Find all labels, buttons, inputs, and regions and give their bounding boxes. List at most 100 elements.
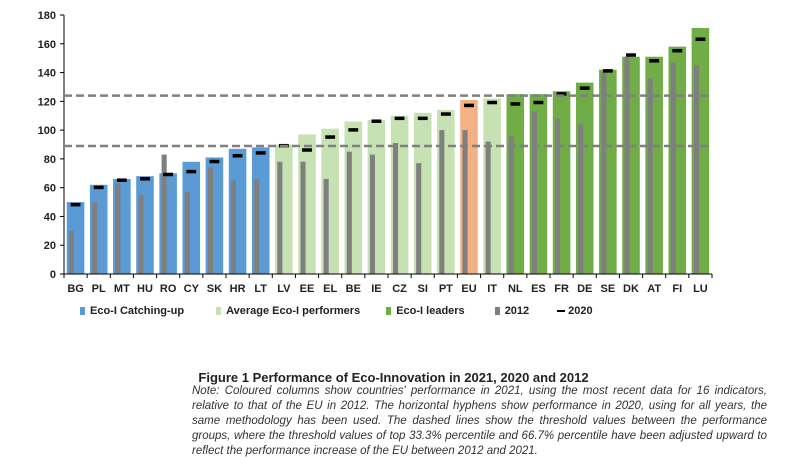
y-tick-label-140: 140	[38, 68, 56, 80]
x-tick-label-LU: LU	[693, 283, 708, 295]
marker-2020-EL	[325, 135, 336, 139]
x-tick-label-PT: PT	[439, 283, 453, 295]
figure-note: Note: Coloured columns show countries' p…	[192, 385, 767, 457]
bar-2012-PT	[439, 130, 445, 274]
bar-2012-DE	[578, 124, 584, 274]
marker-2020-PT	[440, 112, 451, 116]
y-tick-label-20: 20	[44, 240, 56, 252]
x-tick-label-LV: LV	[277, 283, 291, 295]
y-tick-label-120: 120	[38, 96, 56, 108]
x-tick-label-BG: BG	[67, 283, 84, 295]
bar-2012-SE	[601, 72, 607, 274]
marker-2020-CY	[186, 169, 197, 174]
bars-group	[66, 27, 710, 275]
bar-2012-LU	[693, 65, 699, 274]
marker-2020-SI	[417, 116, 428, 121]
bar-2012-IT	[485, 141, 491, 274]
x-tick-label-MT: MT	[114, 283, 130, 295]
x-tick-label-FR: FR	[554, 283, 569, 295]
marker-2020-AT	[649, 59, 660, 63]
marker-2020-EU	[464, 103, 474, 108]
x-tick-label-RO: RO	[160, 283, 177, 295]
legend-2012: 2012	[494, 305, 530, 317]
legend-label-2012: 2012	[504, 305, 530, 317]
y-tick-label-60: 60	[44, 183, 56, 195]
legend-label-2020: 2020	[568, 305, 593, 317]
x-tick-label-SK: SK	[207, 283, 222, 295]
x-tick-label-FI: FI	[672, 283, 682, 295]
bar-2012-MT	[115, 183, 121, 274]
bar-2012-LT	[254, 179, 260, 274]
x-tick-label-HU: HU	[137, 283, 153, 295]
x-tick-label-EL: EL	[323, 283, 337, 295]
bar-2012-LV	[277, 161, 283, 274]
legend-average: Average Eco-I performers	[216, 305, 360, 317]
legend-dash-2020	[557, 310, 566, 312]
bar-2012-NL	[508, 135, 514, 274]
x-tick-label-PL: PL	[92, 283, 106, 295]
x-tick-label-DE: DE	[577, 283, 592, 295]
legend-catching-up: Eco-I Catching-up	[80, 305, 184, 317]
x-tick-label-DK: DK	[623, 283, 639, 295]
marker-2020-IT	[487, 100, 498, 105]
bar-2012-ES	[531, 111, 537, 275]
x-tick-label-CY: CY	[184, 283, 200, 295]
x-tick-label-IT: IT	[487, 283, 497, 295]
x-tick-label-EU: EU	[461, 283, 476, 295]
y-tick-label-40: 40	[44, 211, 56, 223]
marker-2020-LU	[695, 37, 706, 41]
y-tick-label-160: 160	[38, 39, 56, 51]
bar-2012-FR	[555, 118, 561, 274]
x-tick-label-CZ: CZ	[392, 283, 407, 295]
x-axis: BG PL MT HU RO CY SK HR LT LV EE EL BE IE CZ SI PT EU IT NL…	[63, 273, 713, 295]
y-tick-label-100: 100	[38, 125, 56, 137]
x-tick-label-ES: ES	[531, 283, 546, 295]
bar-2012-AT	[647, 78, 653, 274]
bar-2012-BG	[69, 230, 75, 274]
bar-2012-HR	[231, 180, 237, 274]
legend-2020: 2020	[557, 305, 593, 317]
marker-2020-LT	[255, 151, 266, 155]
bar-2012-HU	[138, 194, 144, 274]
threshold-lines	[64, 94, 712, 148]
x-tick-label-HR: HR	[230, 283, 246, 295]
figure-caption: Figure 1 Performance of Eco-Innovation i…	[198, 370, 589, 385]
bar-2012-CY	[184, 191, 190, 274]
y-axis: 0 20 40 60 80 100 120 140 160 180	[38, 10, 65, 281]
legend-swatch-average	[216, 307, 222, 315]
bar-2012-SK	[207, 167, 213, 274]
bar-2012-SI	[416, 163, 422, 274]
marker-2020-NL	[510, 102, 521, 106]
eco-innovation-chart: 0 20 40 60 80 100 120 140 160 180 BG PL MT HU RO CY SK H…	[38, 10, 713, 295]
y-tick-label-180: 180	[38, 10, 56, 22]
x-tick-label-BE: BE	[346, 283, 361, 295]
marker-2020-BG	[70, 202, 81, 207]
marker-2020-BE	[348, 128, 359, 132]
x-tick-label-AT: AT	[647, 283, 661, 295]
x-tick-label-LT: LT	[254, 283, 267, 295]
marker-2020-SE	[602, 69, 613, 73]
bar-2012-FI	[670, 62, 676, 274]
bar-2012-CZ	[393, 143, 399, 274]
bar-2012-PL	[92, 202, 98, 274]
bar-2012-IE	[369, 154, 375, 274]
marker-2020-IE	[371, 119, 382, 123]
marker-2020-DE	[579, 86, 590, 90]
legend-label-average: Average Eco-I performers	[226, 305, 361, 317]
bar-2012-DK	[624, 56, 630, 274]
x-tick-label-IE: IE	[371, 283, 381, 295]
x-tick-label-NL: NL	[508, 283, 523, 295]
marker-2020-EE	[302, 148, 312, 152]
x-tick-label-SI: SI	[418, 283, 428, 295]
bar-2012-EL	[323, 179, 329, 274]
legend-swatch-catching-up	[80, 307, 85, 315]
legend-label-leaders: Eco-I leaders	[396, 305, 465, 317]
bar-2012-EE	[300, 161, 306, 274]
marker-2020-RO	[163, 172, 174, 177]
legend-label-catching-up: Eco-I Catching-up	[90, 305, 185, 317]
marker-2020-MT	[116, 178, 127, 182]
x-tick-label-SE: SE	[601, 283, 616, 295]
marker-2020-FR	[556, 92, 567, 96]
legend-swatch-leaders	[386, 307, 392, 315]
y-tick-label-80: 80	[44, 154, 56, 166]
